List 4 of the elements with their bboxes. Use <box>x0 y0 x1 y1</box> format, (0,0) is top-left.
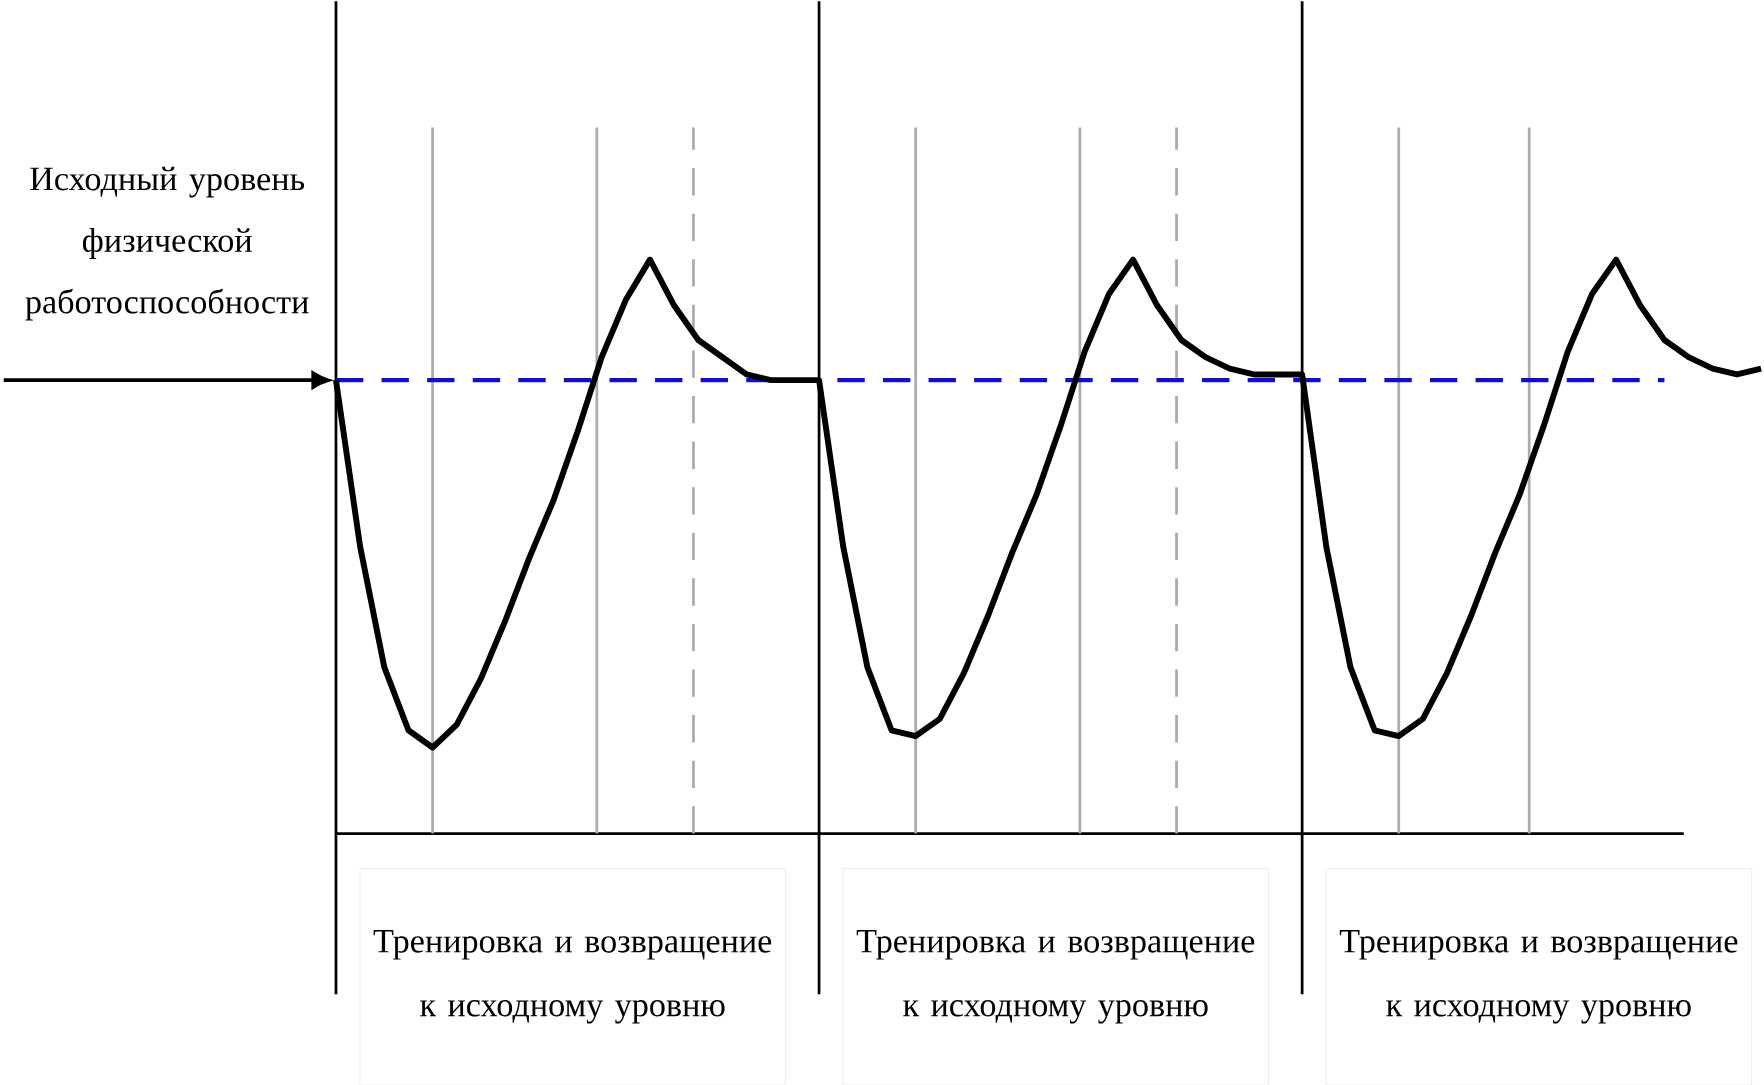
text: Тренировка и возвращение к исходному уровню <box>1339 929 1738 1024</box>
text: Исходный уровень физической работоспособности <box>25 166 309 321</box>
text: Тренировка и возвращение к исходному уровню <box>856 929 1255 1024</box>
text: Тренировка и возвращение к исходному уровню <box>373 929 772 1024</box>
